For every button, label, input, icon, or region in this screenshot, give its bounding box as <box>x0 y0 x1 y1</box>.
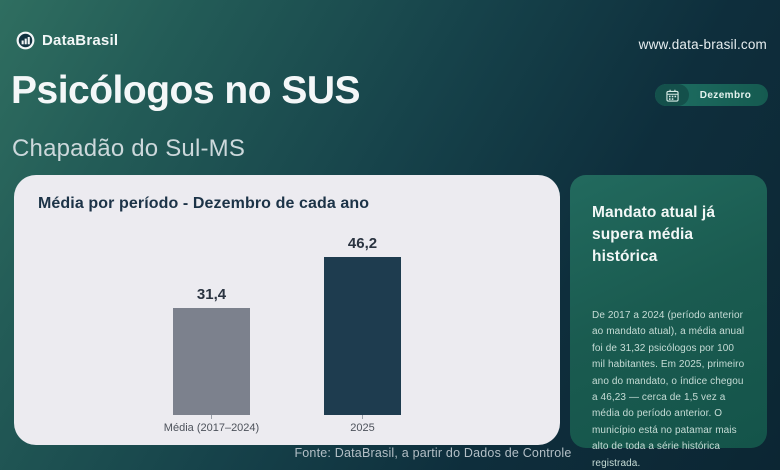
chart-card: Média por período - Dezembro de cada ano… <box>14 175 560 445</box>
bar <box>173 308 250 415</box>
databrasil-logo-icon <box>16 31 35 50</box>
bar-value-label: 46,2 <box>347 235 378 252</box>
website-link[interactable]: www.data-brasil.com <box>638 37 767 52</box>
bar-category-label: Média (2017–2024) <box>163 422 260 434</box>
brand-name: DataBrasil <box>42 32 119 49</box>
source-note: Fonte: DataBrasil, a partir do Dados de … <box>294 446 572 460</box>
brand-logo: DataBrasil <box>16 31 118 50</box>
page-title: Psicólogos no SUS <box>11 69 361 112</box>
page-subtitle: Chapadão do Sul-MS <box>12 135 246 162</box>
bar-plot: 31,4 Média (2017–2024) 46,2 2025 <box>14 235 560 434</box>
axis-tick <box>361 415 363 419</box>
bar-category-label: 2025 <box>350 422 375 434</box>
period-badge[interactable]: Dezembro <box>655 84 768 106</box>
bar-value-label: 31,4 <box>196 286 227 303</box>
insight-body: De 2017 a 2024 (período anterior ao mand… <box>592 310 745 469</box>
bar <box>324 257 401 415</box>
axis-tick <box>210 415 212 419</box>
chart-title: Média por período - Dezembro de cada ano <box>38 195 370 212</box>
period-badge-label: Dezembro <box>699 89 752 101</box>
bar-group: 31,4 Média (2017–2024) <box>164 286 259 434</box>
bar-group: 46,2 2025 <box>324 235 401 434</box>
calendar-icon <box>655 84 689 106</box>
insight-heading: Mandato atual já supera média histórica <box>592 204 716 265</box>
insight-panel: Mandato atual já supera média histórica … <box>570 175 767 469</box>
